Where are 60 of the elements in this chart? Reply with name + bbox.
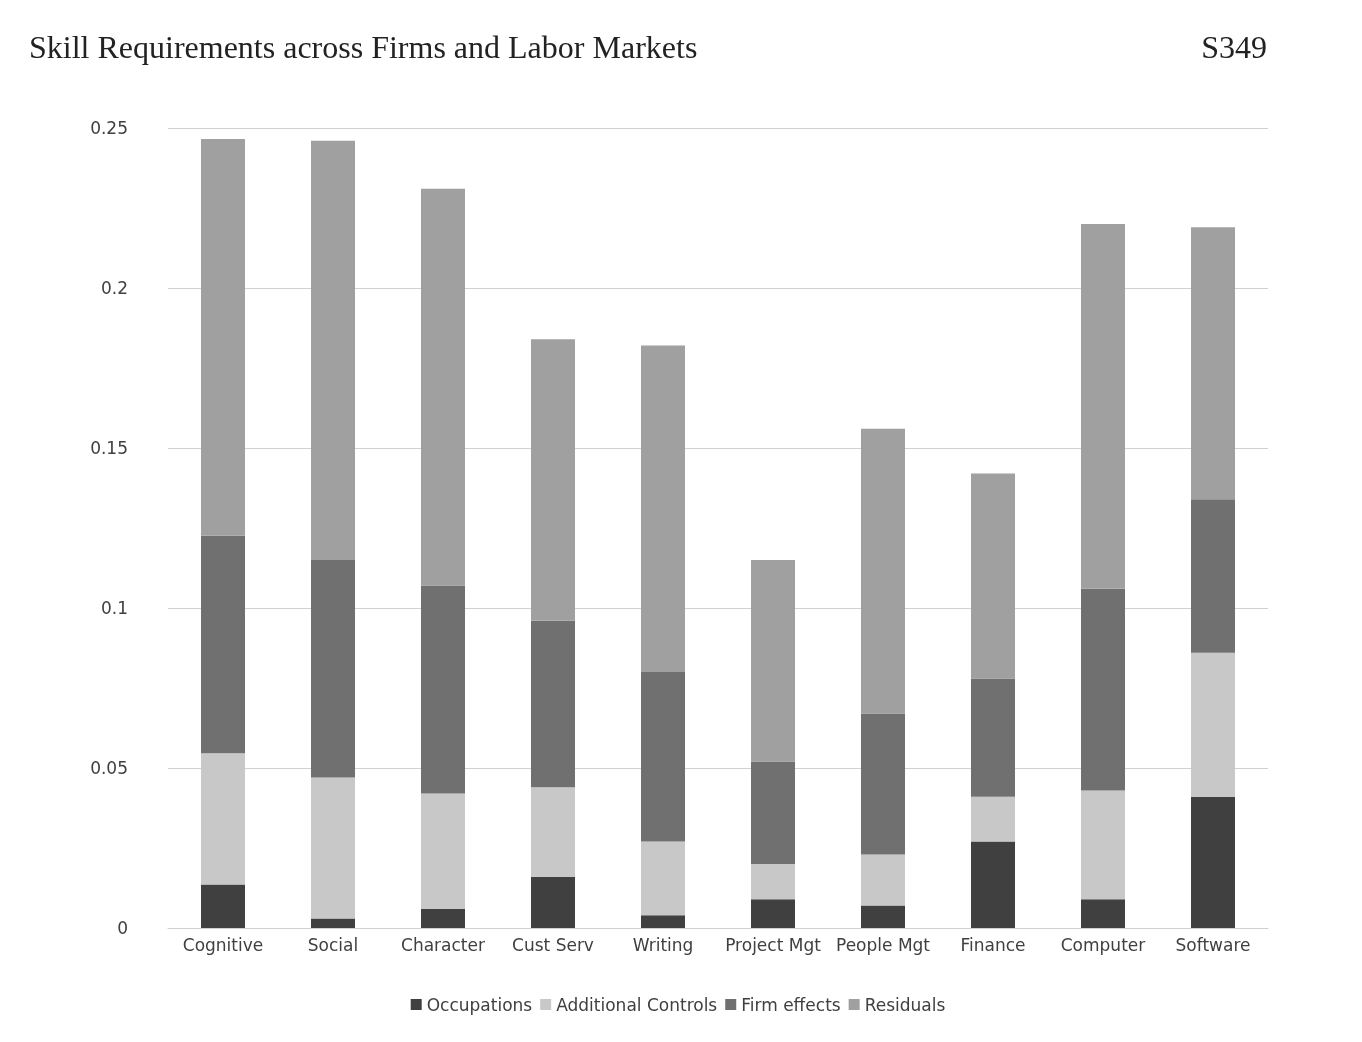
bar	[311, 777, 355, 919]
bar	[311, 560, 355, 778]
bar	[641, 841, 685, 916]
bar	[751, 899, 795, 928]
y-tick-label: 0	[117, 918, 128, 938]
chart-title: Skill Requirements across Firms and Labor Markets	[29, 29, 698, 65]
bar	[971, 841, 1015, 928]
legend-label: Firm effects	[741, 994, 841, 1015]
y-tick-label: 0.05	[90, 758, 128, 778]
x-tick-label: Cust Serv	[512, 934, 594, 955]
bar	[201, 884, 245, 928]
bar	[421, 188, 465, 586]
bar	[861, 854, 905, 906]
bar	[861, 713, 905, 855]
text: S349	[1201, 29, 1267, 65]
bar	[421, 908, 465, 928]
bar	[1081, 224, 1125, 589]
bar	[1191, 227, 1235, 500]
x-tick-label: Project Mgt	[725, 934, 822, 955]
bar	[751, 560, 795, 762]
bar	[421, 585, 465, 794]
legend-label: Occupations	[426, 994, 533, 1015]
bar	[971, 473, 1015, 679]
legend-label: Additional Controls	[556, 994, 718, 1015]
bar	[531, 339, 575, 621]
x-tick-label: Finance	[960, 934, 1026, 955]
bar	[971, 678, 1015, 797]
bar	[1081, 790, 1125, 900]
y-tick-label: 0.15	[90, 438, 128, 458]
x-tick-label: Character	[401, 934, 485, 955]
y-tick-label: 0.1	[100, 598, 128, 618]
bar	[201, 138, 245, 536]
bar	[751, 864, 795, 900]
bar	[531, 787, 575, 877]
x-tick-label: People Mgt	[835, 934, 931, 955]
bar	[641, 915, 685, 928]
bar	[421, 793, 465, 909]
bar	[531, 620, 575, 788]
bar	[1081, 588, 1125, 791]
y-tick-label: 0.2	[100, 278, 128, 298]
bar	[201, 535, 245, 754]
bar	[971, 796, 1015, 842]
bar	[641, 672, 685, 842]
bar	[311, 140, 355, 560]
bar	[751, 761, 795, 864]
bar	[641, 345, 685, 672]
bar	[1191, 796, 1235, 928]
bar	[311, 918, 355, 928]
x-tick-label: Social	[307, 934, 359, 955]
bar	[861, 428, 905, 714]
x-tick-label: Writing	[632, 934, 694, 955]
x-tick-label: Computer	[1060, 934, 1146, 955]
bar	[1191, 499, 1235, 653]
bar	[1081, 899, 1125, 928]
bar	[531, 876, 575, 928]
x-tick-label: Cognitive	[182, 934, 264, 955]
bar	[861, 905, 905, 928]
legend-label: Residuals	[864, 994, 946, 1015]
y-tick-label: 0.25	[90, 118, 128, 138]
x-tick-label: Software	[1175, 934, 1251, 955]
